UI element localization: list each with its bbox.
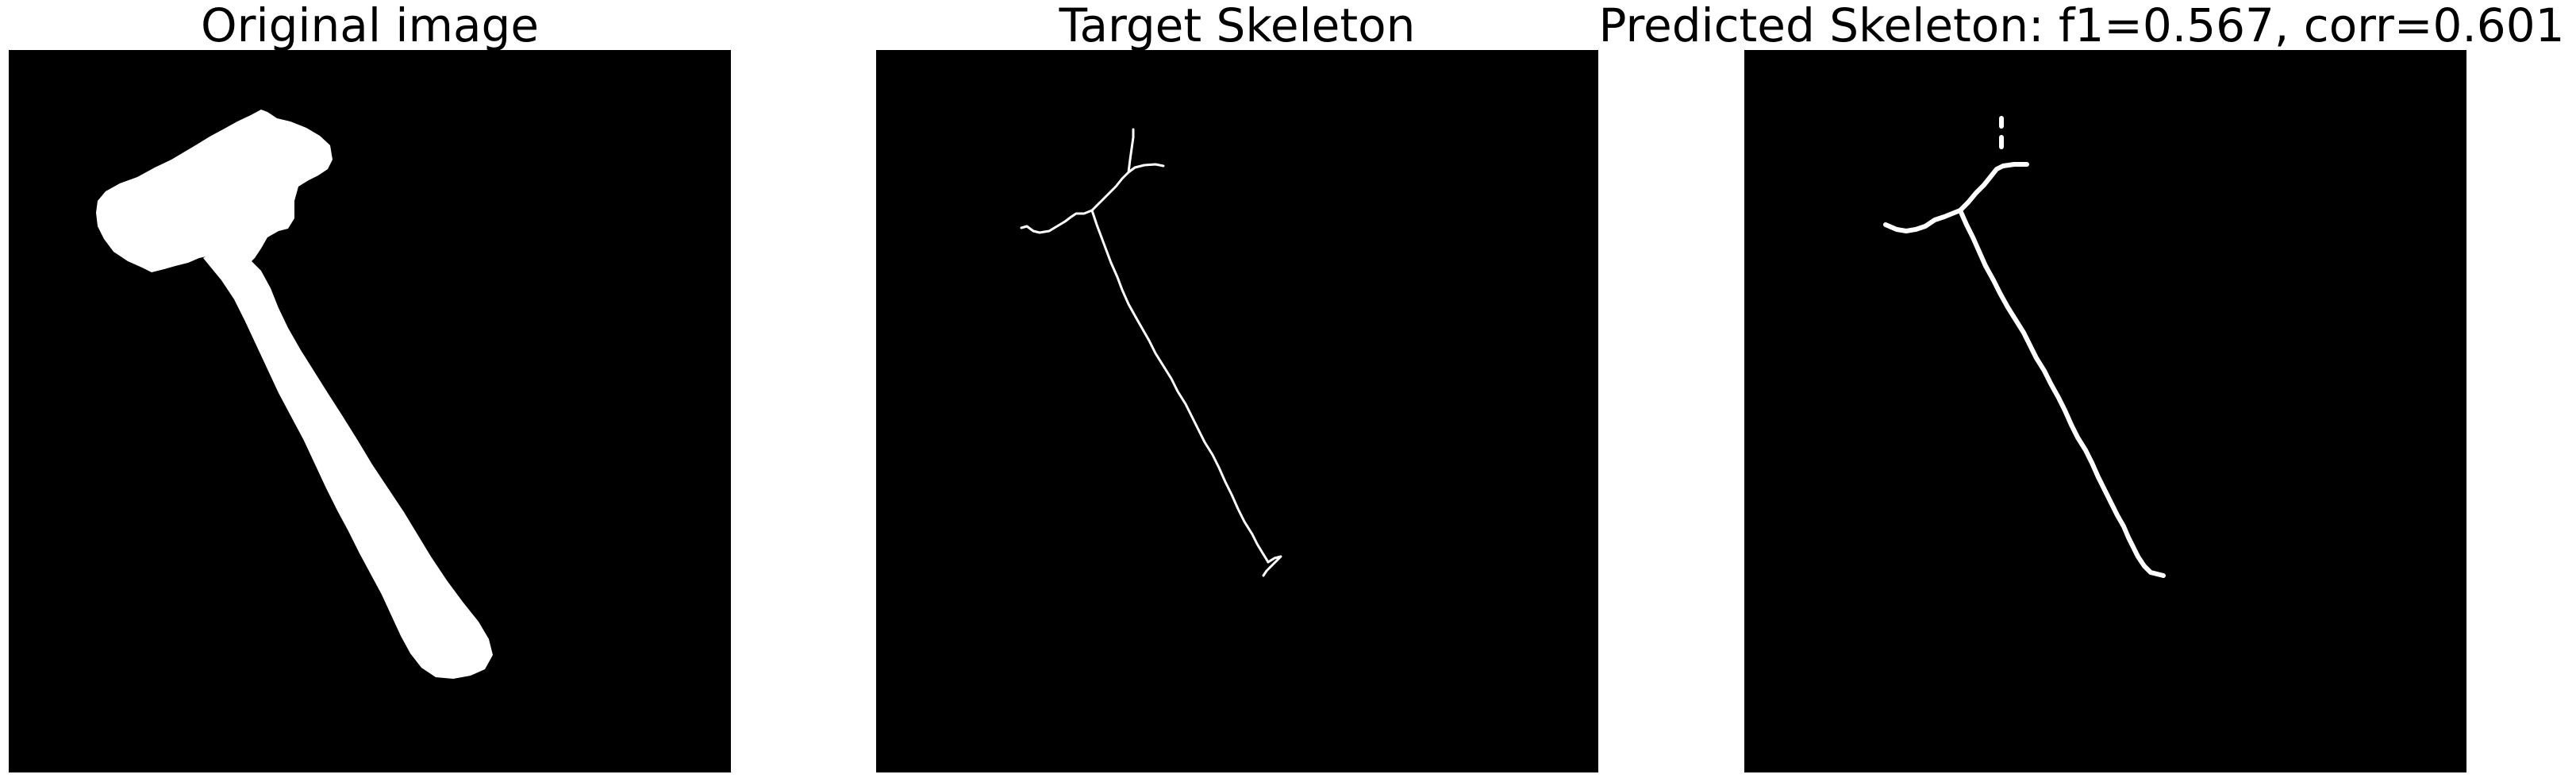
original-image: [96, 110, 493, 679]
target-skeleton-left-branch: [1020, 209, 1094, 234]
predicted-skeleton-upper-branch: [1958, 162, 2029, 213]
predicted-skeleton: [1883, 116, 2166, 578]
target-skeleton-title: Target Skeleton: [1059, 0, 1416, 52]
predicted-skeleton-panel: [1744, 50, 2466, 772]
predicted-skeleton-left-branch: [1883, 208, 1963, 233]
original-image-panel: [9, 50, 731, 772]
target-skeleton: [1020, 128, 1282, 577]
original-image-title: Original image: [200, 0, 540, 52]
predicted-skeleton-title: Predicted Skeleton: f1=0.567, corr=0.601: [1598, 0, 2565, 52]
target-skeleton-upper-branch: [1090, 163, 1165, 212]
target-skeleton-bottom-fork: [1262, 555, 1282, 577]
predicted-skeleton-main-branch: [1958, 208, 2166, 578]
hammer-handle: [203, 248, 493, 679]
target-skeleton-top-stub: [1127, 128, 1135, 174]
hammer-head: [96, 110, 333, 272]
target-skeleton-panel: [876, 50, 1598, 772]
target-skeleton-main-branch: [1090, 209, 1270, 564]
